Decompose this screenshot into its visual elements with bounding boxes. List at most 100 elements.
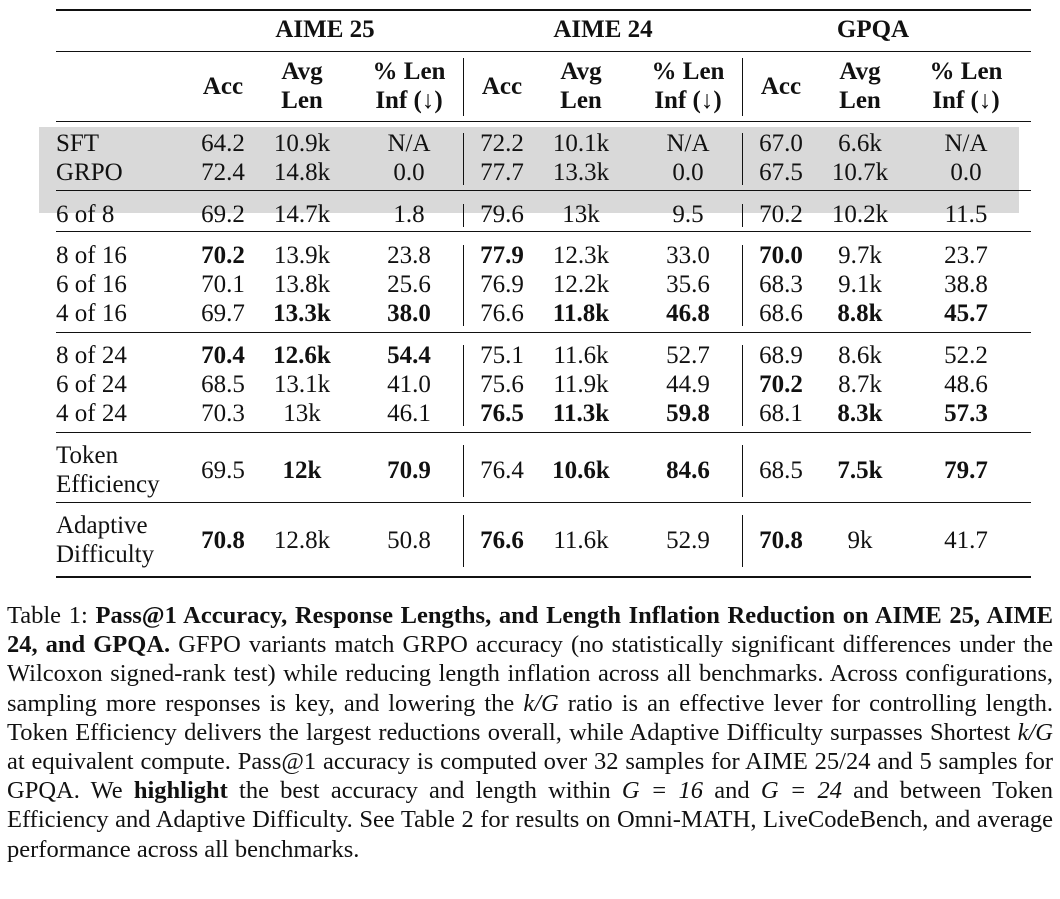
table-cell: 11.5	[944, 201, 988, 228]
table-cell: 8.6k	[838, 342, 882, 369]
table-cell: 9.5	[672, 201, 704, 228]
row-group-1-separator-1	[742, 204, 743, 227]
table-cell: 68.5	[201, 371, 245, 398]
table-cell: 70.2	[759, 201, 803, 228]
subheader-2-1-l2: Len	[839, 87, 881, 114]
row-label: 8 of 24	[56, 342, 127, 369]
table-cell: 14.7k	[273, 201, 331, 228]
header-separator-0	[463, 58, 464, 116]
row-group-rule-4	[56, 502, 1031, 503]
caption-text-5: and between Token Efficiency and Adaptiv…	[7, 777, 1053, 863]
table-cell: 45.7	[944, 300, 988, 327]
table-cell: 70.3	[201, 400, 245, 427]
table-cell: 33.0	[666, 242, 710, 269]
table-cell: 13.9k	[273, 242, 331, 269]
subheader-0-2-l1: % Len	[372, 58, 446, 85]
caption-math-kg-2: k/G	[1017, 718, 1053, 746]
group-header-gpqa: GPQA	[836, 16, 910, 43]
table-cell: 12.3k	[552, 242, 610, 269]
table-cell: 76.5	[480, 400, 524, 427]
table-cell: 41.0	[387, 371, 431, 398]
row-group-rule-1	[56, 231, 1031, 232]
bottom-rule	[56, 576, 1031, 578]
table-cell: 13.3k	[273, 300, 331, 327]
table-cell: 67.0	[759, 130, 803, 157]
table-cell: 84.6	[666, 456, 710, 484]
table-cell: 72.2	[480, 130, 524, 157]
row-label: 6 of 24	[56, 371, 127, 398]
row-group-0-separator-1	[742, 133, 743, 185]
table-cell: 41.7	[944, 526, 988, 554]
table-cell: 8.8k	[837, 300, 883, 327]
table-cell: 75.1	[480, 342, 524, 369]
caption-math-g16: G = 16	[621, 777, 704, 805]
table-cell: 68.3	[759, 271, 803, 298]
table-cell: 76.6	[480, 526, 524, 554]
table-cell: 70.2	[201, 242, 245, 269]
row-label: Adaptive	[56, 512, 148, 539]
table-cell: 68.1	[759, 400, 803, 427]
row-group-5-separator-1	[742, 515, 743, 567]
table-cell: 8.7k	[838, 371, 882, 398]
caption-text-4: the best accuracy and length within	[239, 777, 611, 805]
table-cell: 6.6k	[838, 130, 882, 157]
row-group-1-separator-0	[463, 204, 464, 227]
row-label: 8 of 16	[56, 242, 127, 269]
group-header-aime-25: AIME 25	[275, 16, 375, 43]
table-cell: 13.8k	[273, 271, 331, 298]
table-cell: 14.8k	[273, 159, 331, 186]
subheader-1-0: Acc	[481, 73, 523, 100]
subheader-0-2-l2: Inf (↓)	[375, 87, 443, 114]
table-cell: 70.4	[201, 342, 245, 369]
table-cell: 7.5k	[837, 456, 883, 484]
caption-and: and	[714, 777, 750, 805]
table-cell: 13.1k	[273, 371, 331, 398]
table-cell: 52.7	[666, 342, 710, 369]
caption-highlight-word: highlight	[133, 777, 228, 805]
subheader-1-1-l2: Len	[560, 87, 602, 114]
table-cell: 76.6	[480, 300, 524, 327]
table-cell: 38.0	[387, 300, 431, 327]
table-cell: 25.6	[387, 271, 431, 298]
table-cell: 69.7	[201, 300, 245, 327]
subheader-2-2-l1: % Len	[929, 58, 1003, 85]
table-cell: 50.8	[387, 526, 431, 554]
table-cell: 12.8k	[273, 526, 331, 554]
table-cell: 12.2k	[552, 271, 610, 298]
table-cell: 0.0	[950, 159, 982, 186]
table-cell: 9k	[847, 526, 873, 554]
table-cell: 69.5	[201, 456, 245, 484]
row-group-4-separator-0	[463, 445, 464, 497]
table-cell: 52.2	[944, 342, 988, 369]
table-cell: 72.4	[201, 159, 245, 186]
row-label: 6 of 8	[56, 201, 115, 228]
baseline-shading	[39, 127, 1019, 213]
table-cell: 11.3k	[552, 400, 610, 427]
row-label: Token	[56, 442, 119, 469]
table-cell: 11.6k	[553, 526, 609, 554]
caption-math-g24: G = 24	[760, 777, 842, 805]
caption-text-3: at equivalent compute. Pass@1 accuracy i…	[7, 748, 1053, 805]
caption-math-kg-1: k/G	[523, 689, 559, 717]
table-cell: 0.0	[672, 159, 704, 186]
caption-title: Pass@1 Accuracy, Response Lengths, and L…	[7, 602, 1054, 659]
table-cell: 13k	[562, 201, 600, 228]
row-label: 6 of 16	[56, 271, 127, 298]
table-cell: 64.2	[201, 130, 245, 157]
row-group-3-separator-0	[463, 345, 464, 426]
row-label: 4 of 24	[56, 400, 127, 427]
table-cell: 77.9	[480, 242, 524, 269]
caption-text-2: ratio is an effective lever for controll…	[7, 689, 1054, 746]
table-cell: 70.8	[759, 526, 803, 554]
row-label: GRPO	[56, 159, 123, 186]
subheader-1-2-l1: % Len	[651, 58, 725, 85]
caption-text-1: GFPO variants match GRPO accuracy (no st…	[7, 631, 1054, 717]
table-cell: 23.7	[944, 242, 988, 269]
row-group-rule-0	[56, 190, 1031, 191]
table-cell: 67.5	[759, 159, 803, 186]
row-group-rule-2	[56, 332, 1031, 333]
table-cell: 70.0	[759, 242, 803, 269]
row-label: Efficiency	[56, 471, 160, 498]
table-cell: 9.7k	[838, 242, 882, 269]
row-group-2-separator-1	[742, 245, 743, 326]
